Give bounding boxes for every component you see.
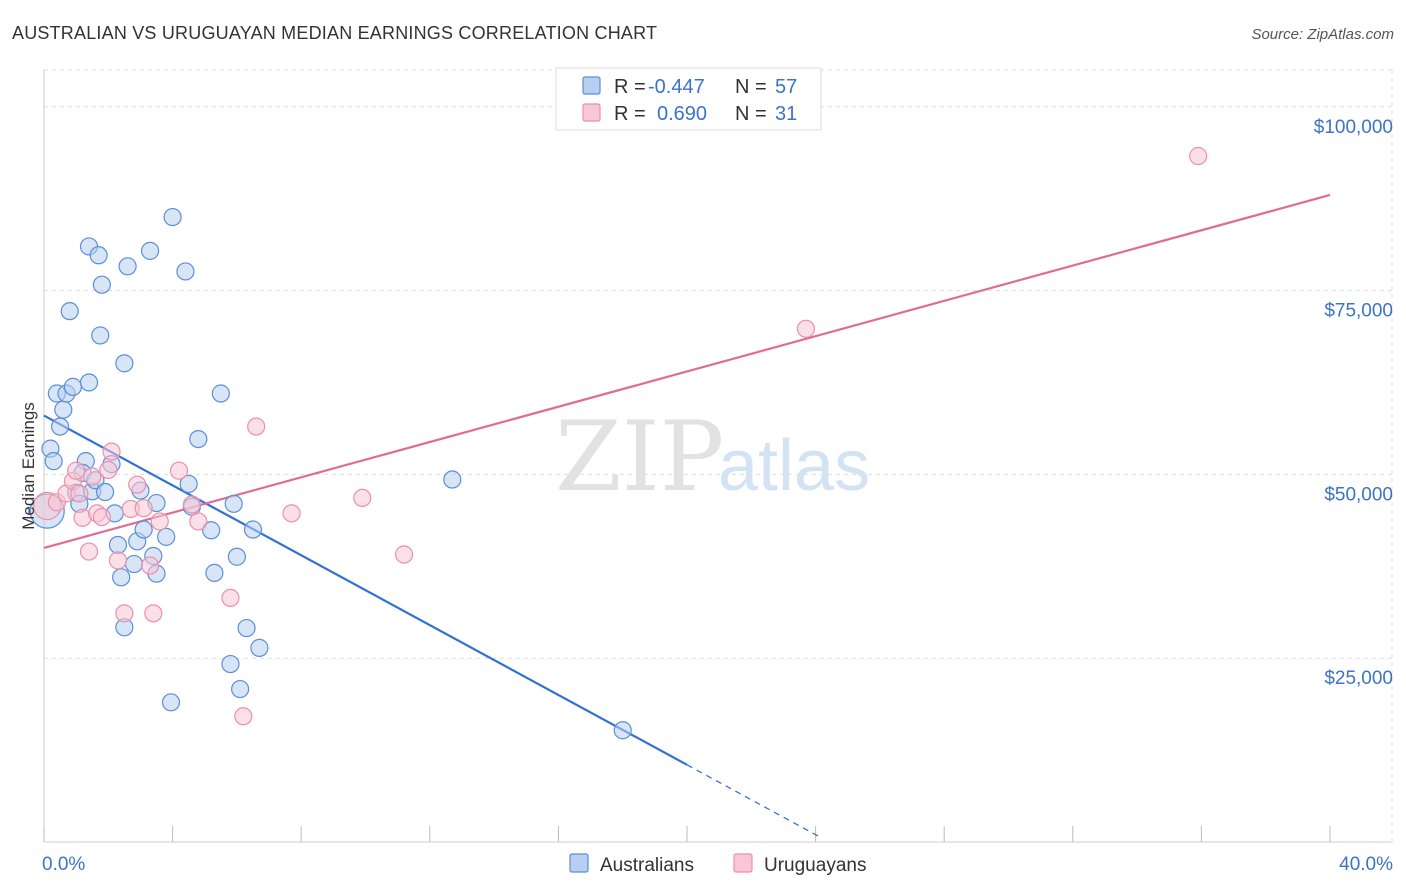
- data-point-australians: [134, 520, 153, 539]
- trend-line-uruguayans: [43, 193, 1331, 549]
- data-point-australians: [50, 417, 70, 436]
- data-point-uruguayans: [134, 499, 153, 518]
- data-point-uruguayans: [150, 512, 169, 531]
- y-tick-label: $50,000: [1324, 484, 1393, 505]
- legend-n-label-uruguayans: N =: [735, 103, 767, 125]
- data-point-australians: [231, 679, 250, 699]
- data-point-australians: [157, 527, 176, 546]
- data-point-australians: [54, 400, 73, 419]
- trend-lines: [43, 193, 1331, 839]
- data-point-australians: [613, 721, 632, 740]
- x-tick-label-min: 0.0%: [42, 854, 85, 875]
- chart-source: Source: ZipAtlas.com: [1251, 26, 1394, 43]
- data-point-australians: [205, 563, 224, 583]
- trend-line-extension-australians: [686, 764, 823, 839]
- data-point-uruguayans: [189, 512, 208, 531]
- data-point-australians: [163, 207, 182, 227]
- series-legend-swatch-uruguayans: [733, 853, 753, 873]
- data-point-uruguayans: [394, 545, 414, 564]
- data-point-uruguayans: [140, 556, 160, 575]
- legend-n-value-australians: 57: [775, 76, 797, 98]
- data-point-uruguayans: [79, 542, 99, 561]
- data-point-uruguayans: [83, 467, 102, 486]
- data-point-australians: [60, 302, 79, 321]
- data-point-uruguayans: [796, 319, 816, 338]
- y-tick-label: $75,000: [1324, 301, 1393, 322]
- data-point-australians: [250, 638, 269, 657]
- data-point-australians: [243, 520, 263, 539]
- data-point-uruguayans: [102, 442, 121, 461]
- data-point-uruguayans: [115, 604, 134, 623]
- data-point-uruguayans: [247, 417, 266, 436]
- data-point-uruguayans: [169, 461, 189, 480]
- series-legend-swatch-australians: [569, 853, 589, 873]
- data-point-australians: [443, 470, 462, 489]
- stats-legend: R = -0.447 N = 57 R = 0.690 N = 31: [555, 67, 822, 131]
- axes: $25,000 $50,000 $75,000 $100,000 0.0% 40.0%: [42, 70, 1393, 875]
- data-point-australians: [44, 452, 63, 471]
- series-legend-label-australians: Australians: [600, 855, 694, 876]
- data-point-australians: [179, 474, 198, 494]
- data-point-uruguayans: [128, 475, 147, 494]
- data-point-uruguayans: [234, 707, 253, 726]
- data-point-australians: [237, 618, 256, 638]
- data-point-australians: [115, 354, 134, 373]
- legend-r-label-uruguayans: R =: [614, 103, 646, 125]
- data-point-australians: [140, 241, 160, 260]
- y-axis-label: Median Earnings: [19, 402, 38, 530]
- watermark: ZIP atlas: [555, 401, 870, 513]
- watermark-atlas: atlas: [718, 426, 870, 506]
- series-legend: Australians Uruguayans: [569, 853, 866, 876]
- data-point-australians: [202, 521, 221, 540]
- x-tick-label-max: 40.0%: [1339, 854, 1393, 875]
- legend-r-value-uruguayans: 0.690: [657, 103, 707, 125]
- data-points: [29, 146, 1208, 740]
- legend-swatch-uruguayans: [582, 103, 601, 122]
- data-point-uruguayans: [1189, 146, 1208, 166]
- data-point-australians: [95, 482, 115, 502]
- data-point-australians: [63, 377, 83, 396]
- data-point-australians: [92, 275, 111, 294]
- data-point-australians: [91, 326, 110, 345]
- data-point-uruguayans: [221, 588, 240, 608]
- chart-title: AUSTRALIAN VS URUGUAYAN MEDIAN EARNINGS …: [12, 23, 657, 43]
- data-point-uruguayans: [282, 504, 301, 523]
- legend-swatch-australians: [582, 76, 601, 95]
- legend-n-value-uruguayans: 31: [775, 103, 797, 125]
- legend-n-label-australians: N =: [735, 76, 767, 98]
- data-point-australians: [79, 373, 99, 392]
- watermark-zip: ZIP: [555, 401, 724, 513]
- data-point-australians: [124, 554, 144, 574]
- legend-r-value-australians: -0.447: [648, 76, 705, 98]
- data-point-australians: [189, 429, 208, 449]
- data-point-australians: [161, 693, 181, 712]
- series-legend-label-uruguayans: Uruguayans: [764, 855, 866, 876]
- data-point-uruguayans: [353, 488, 372, 508]
- data-point-australians: [221, 654, 240, 674]
- data-point-uruguayans: [144, 604, 163, 623]
- data-point-australians: [176, 262, 195, 281]
- data-point-australians: [118, 257, 137, 276]
- data-point-australians: [89, 246, 108, 265]
- data-point-uruguayans: [92, 507, 111, 527]
- data-point-australians: [211, 384, 230, 403]
- data-point-australians: [224, 494, 243, 513]
- data-point-australians: [108, 535, 128, 555]
- data-point-australians: [112, 568, 131, 587]
- data-point-uruguayans: [70, 484, 89, 503]
- data-point-uruguayans: [182, 495, 201, 514]
- data-point-uruguayans: [67, 461, 86, 480]
- y-tick-label: $25,000: [1324, 668, 1393, 689]
- y-tick-label: $100,000: [1314, 117, 1393, 138]
- data-point-australians: [227, 547, 246, 566]
- data-point-uruguayans: [108, 551, 128, 570]
- data-point-uruguayans: [99, 460, 118, 480]
- legend-r-label-australians: R =: [614, 76, 646, 98]
- trend-line-australians: [43, 414, 688, 766]
